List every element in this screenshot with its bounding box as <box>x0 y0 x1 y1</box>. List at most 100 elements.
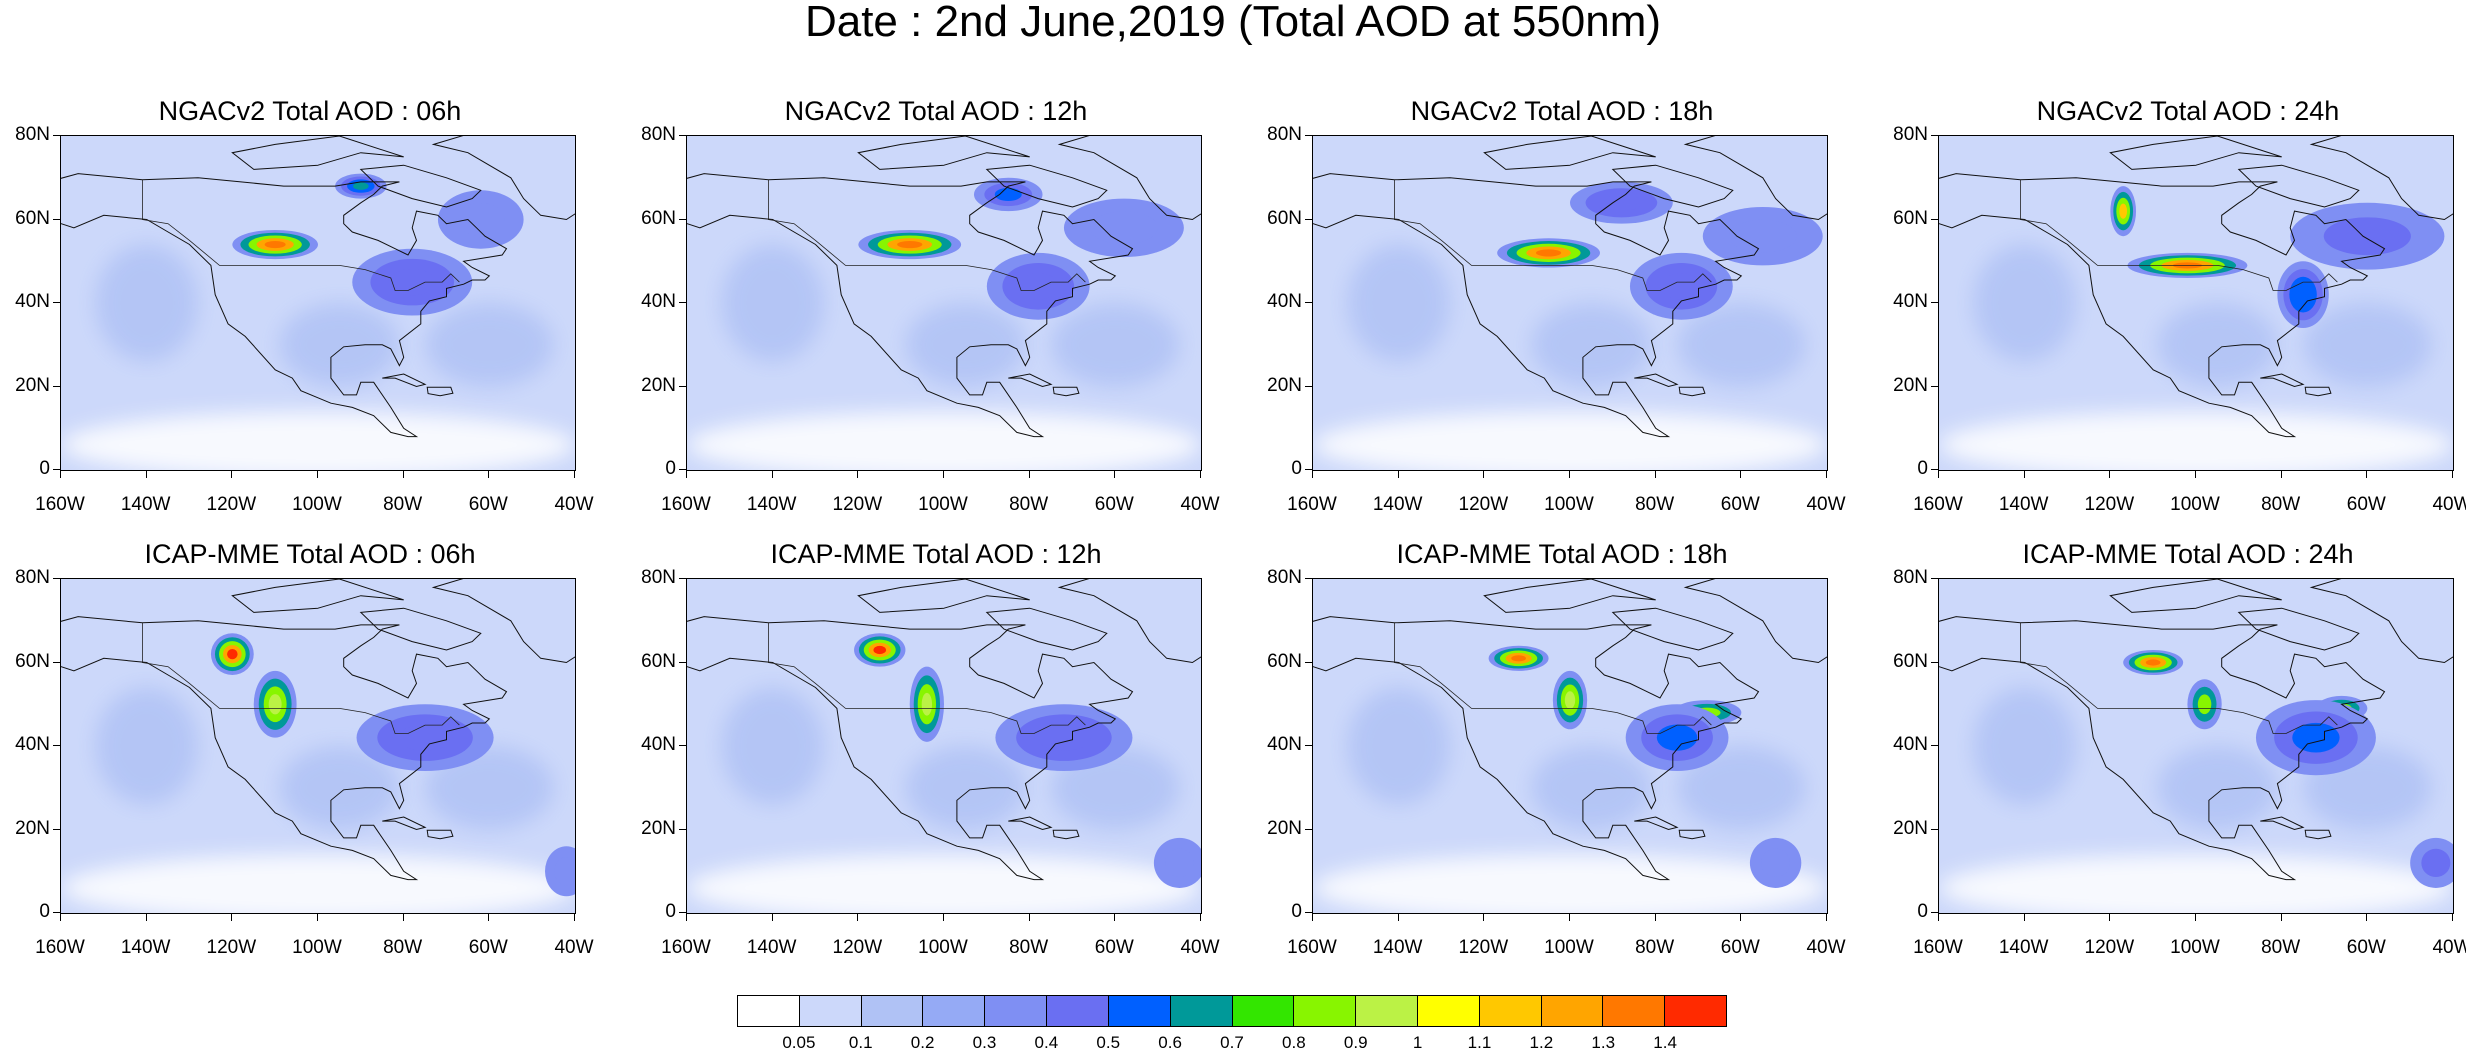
aod-plume <box>353 182 369 190</box>
longitude-label: 100W <box>1544 494 1594 515</box>
map-panel: ICAP-MME Total AOD : 24h 80N 60N 40N 20N 0 160… <box>1878 538 2466 958</box>
coastline <box>1057 579 1201 664</box>
latitude-label: 60N <box>15 207 50 229</box>
longitude-label: 140W <box>120 937 171 958</box>
longitude-label: 100W <box>2170 494 2220 515</box>
longitude-tick <box>1200 471 1201 478</box>
colorbar-swatch <box>1294 996 1357 1026</box>
colorbar-label: 1.3 <box>1591 1033 1616 1052</box>
longitude-tick <box>317 471 318 478</box>
latitude-label: 0 <box>665 458 676 479</box>
aod-plume <box>1761 848 1791 878</box>
country-border <box>1394 179 1712 291</box>
coastline <box>231 136 404 170</box>
panel-title: ICAP-MME Total AOD : 12h <box>770 539 1102 569</box>
latitude-label: 20N <box>1893 374 1928 396</box>
latitude-label: 0 <box>665 901 676 922</box>
longitude-tick <box>2195 471 2196 478</box>
longitude-label: 120W <box>206 494 257 515</box>
coastline <box>2304 829 2332 840</box>
latitude-tick <box>1305 135 1312 136</box>
background-aod-patch <box>905 746 1026 830</box>
coastline <box>231 579 404 613</box>
longitude-tick <box>1028 914 1030 921</box>
longitude-label: 40W <box>1180 494 1220 515</box>
latitude-label: 60N <box>1267 650 1302 672</box>
country-border <box>1394 622 1712 734</box>
background-aod-patch <box>279 303 400 387</box>
latitude-tick <box>53 135 60 136</box>
longitude-label: 40W <box>1180 937 1220 958</box>
longitude-label: 60W <box>1720 494 1760 515</box>
latitude-label: 60N <box>1893 207 1928 229</box>
latitude-label: 80N <box>1267 567 1302 588</box>
aod-map <box>1939 136 2453 470</box>
map-area <box>1312 135 1828 471</box>
latitude-tick <box>1931 469 1938 470</box>
colorbar-swatch <box>738 996 800 1026</box>
latitude-label: 0 <box>1291 458 1302 479</box>
colorbar-swatch <box>1047 996 1109 1026</box>
latitude-tick <box>1305 828 1312 830</box>
coastline <box>1052 829 1080 840</box>
country-border <box>142 622 460 734</box>
longitude-label: 100W <box>292 937 342 958</box>
longitude-tick <box>402 914 404 921</box>
latitude-label: 60N <box>1267 207 1302 229</box>
longitude-label: 60W <box>468 937 508 958</box>
longitude-label: 120W <box>206 937 257 958</box>
aod-plume <box>921 692 933 716</box>
longitude-tick <box>1569 914 1570 921</box>
longitude-label: 60W <box>2346 494 2386 515</box>
map-area <box>1938 135 2454 471</box>
coastline <box>1678 829 1706 840</box>
latitude-tick <box>679 469 686 470</box>
longitude-label: 80W <box>2261 494 2301 515</box>
latitude-tick <box>1305 302 1312 303</box>
background-aod-patch <box>1973 687 2077 805</box>
latitude-tick <box>679 135 686 136</box>
longitude-tick <box>145 914 147 921</box>
longitude-tick <box>2452 914 2453 921</box>
latitude-label: 40N <box>15 291 50 312</box>
longitude-tick <box>771 914 773 921</box>
longitude-label: 160W <box>1287 937 1337 958</box>
aod-plume <box>1728 219 1797 253</box>
longitude-label: 60W <box>1720 937 1760 958</box>
latitude-label: 20N <box>1267 817 1302 839</box>
latitude-tick <box>1931 828 1938 830</box>
longitude-tick <box>771 471 773 478</box>
coastline <box>1683 579 1827 664</box>
coastline <box>985 164 1108 208</box>
longitude-tick <box>943 471 944 478</box>
longitude-label: 80W <box>1635 937 1675 958</box>
coastline <box>687 616 1134 881</box>
longitude-label: 80W <box>2261 937 2301 958</box>
longitude-label: 160W <box>1913 494 1963 515</box>
country-border <box>768 622 1086 734</box>
longitude-tick <box>686 471 687 478</box>
colorbar-swatch <box>1417 996 1480 1026</box>
coastline <box>61 173 508 438</box>
latitude-tick <box>1931 578 1938 579</box>
aod-plume <box>1564 691 1576 709</box>
colorbar-label: 0.6 <box>1158 1033 1182 1052</box>
map-area <box>1312 578 1828 914</box>
latitude-tick <box>679 745 686 746</box>
longitude-label: 40W <box>554 494 594 515</box>
longitude-label: 140W <box>1998 494 2049 515</box>
background-aod-patch <box>1313 411 1827 470</box>
longitude-tick <box>2023 471 2025 478</box>
aod-plume <box>1661 273 1702 300</box>
coastline <box>1683 136 1827 221</box>
latitude-label: 0 <box>1917 458 1928 479</box>
map-panel: ICAP-MME Total AOD : 18h 80N 60N 40N 20N 0 160… <box>1252 538 1872 958</box>
latitude-label: 40N <box>1267 734 1302 755</box>
coastline <box>426 386 454 397</box>
latitude-tick <box>679 578 686 579</box>
longitude-label: 120W <box>2084 937 2135 958</box>
coastline <box>61 616 508 881</box>
background-aod-patch <box>2303 303 2432 387</box>
map-panel: NGACv2 Total AOD : 24h 80N 60N 40N 20N 0 160W 1… <box>1878 95 2466 515</box>
colorbar-label: 1.4 <box>1653 1033 1677 1052</box>
